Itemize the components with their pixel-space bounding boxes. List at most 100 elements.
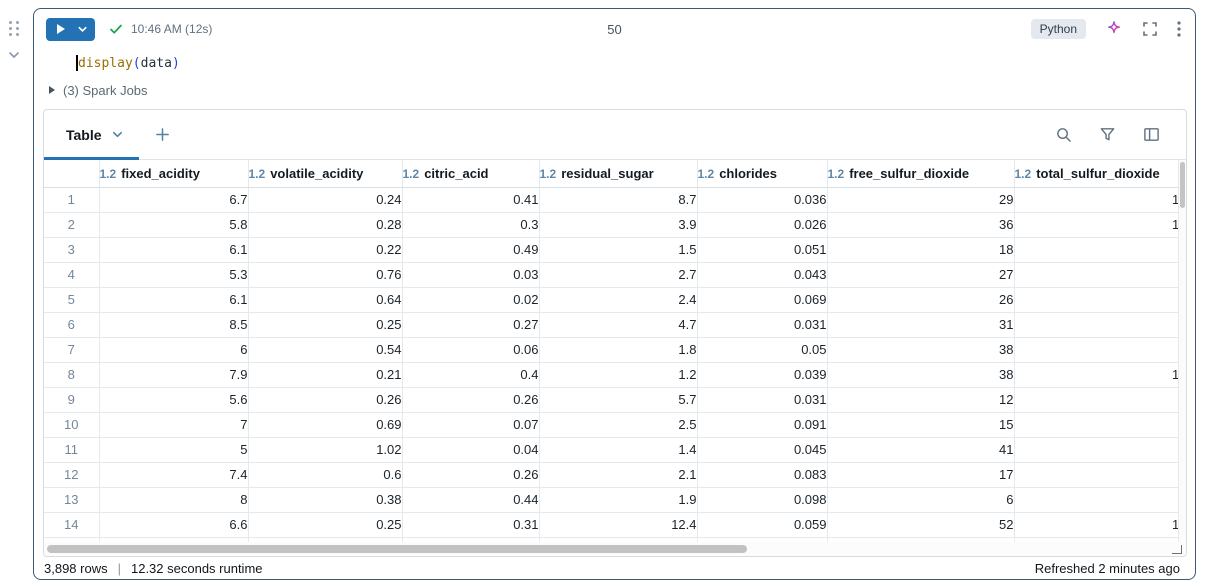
row-index: 9: [44, 387, 100, 413]
code-argument-token: data: [140, 55, 172, 71]
column-label: chlorides: [719, 165, 777, 181]
table-cell: 3.9: [538, 212, 698, 238]
row-index: 1: [44, 187, 100, 213]
table-cell: 1: [1013, 487, 1186, 513]
horizontal-scrollbar[interactable]: [44, 542, 1186, 556]
table-cell: 0.49: [401, 237, 540, 263]
row-index: 8: [44, 362, 100, 388]
table-cell: 0.045: [696, 437, 828, 463]
table-cell: 12: [826, 387, 1015, 413]
table-cell: 0.26: [401, 462, 540, 488]
columns-panel-icon[interactable]: [1143, 126, 1160, 143]
table-cell: 0.64: [247, 287, 403, 313]
table-cell: 2.5: [538, 412, 698, 438]
table-cell: 0.043: [696, 262, 828, 288]
table-cell: 0.031: [696, 387, 828, 413]
row-index: 2: [44, 212, 100, 238]
resize-handle[interactable]: [1172, 545, 1182, 554]
cell-collapse-chevron-icon[interactable]: [7, 48, 21, 62]
active-tab-indicator: [44, 157, 139, 160]
column-header-citric_acid[interactable]: 1.2 citric_acid: [401, 160, 540, 188]
table-cell: 8: [1013, 337, 1186, 363]
table-cell: 0.04: [401, 437, 540, 463]
table-cell: 1.8: [538, 337, 698, 363]
column-label: total_sulfur_dioxide: [1036, 165, 1160, 181]
table-cell: 0.051: [696, 237, 828, 263]
row-index: 10: [44, 412, 100, 438]
horizontal-scroll-thumb[interactable]: [47, 545, 747, 553]
results-panel: Table: [43, 109, 1187, 557]
vertical-scroll-thumb[interactable]: [1180, 162, 1185, 208]
assistant-sparkle-icon[interactable]: [1105, 20, 1123, 38]
table-row: 95.60.260.265.70.031128: [44, 387, 1186, 413]
add-visualization-button[interactable]: [155, 127, 170, 142]
table-cell: 6.1: [98, 237, 249, 263]
table-cell: 2.7: [538, 262, 698, 288]
text-cursor: [76, 55, 78, 71]
expand-fullscreen-icon[interactable]: [1142, 21, 1158, 37]
table-cell: 0.24: [247, 187, 403, 213]
filter-icon[interactable]: [1099, 126, 1116, 143]
column-header-chlorides[interactable]: 1.2 chlorides: [696, 160, 828, 188]
cell-number: 50: [607, 21, 622, 37]
runtime-label: 12.32 seconds runtime: [130, 560, 263, 576]
table-cell: 0.07: [401, 412, 540, 438]
run-button[interactable]: [46, 17, 95, 41]
column-header-volatile_acidity[interactable]: 1.2 volatile_acidity: [247, 160, 403, 188]
code-paren-open: (: [132, 55, 141, 71]
table-cell: 0.31: [401, 512, 540, 538]
table-cell: 0.036: [696, 187, 828, 213]
cell-drag-handle-icon[interactable]: [9, 21, 19, 36]
table-cell: 0.76: [247, 262, 403, 288]
results-table: 1.2 fixed_acidity 1.2 volatile_acidity 1.2 ci…: [44, 160, 1186, 542]
refreshed-label: Refreshed 2 minutes ago: [1034, 560, 1180, 576]
table-cell: 2.1: [538, 462, 698, 488]
code-editor[interactable]: display(data): [34, 49, 1195, 77]
vertical-scrollbar[interactable]: [1178, 160, 1186, 542]
column-label: free_sulfur_dioxide: [849, 165, 970, 181]
table-cell: 15: [826, 412, 1015, 438]
table-cell: 10: [1013, 362, 1186, 388]
table-cell: 5: [98, 437, 249, 463]
results-status-bar: 3,898 rows | 12.32 seconds runtime Refre…: [34, 557, 1195, 579]
row-index: 3: [44, 237, 100, 263]
table-cell: 36: [826, 212, 1015, 238]
table-cell: 18: [826, 237, 1015, 263]
numeric-type-icon: 1.2: [539, 166, 557, 181]
column-header-fixed_acidity[interactable]: 1.2 fixed_acidity: [98, 160, 249, 188]
spark-jobs-label: (3) Spark Jobs: [63, 82, 148, 98]
search-icon[interactable]: [1055, 126, 1072, 143]
column-label: residual_sugar: [561, 165, 654, 181]
kebab-menu-icon[interactable]: [1177, 21, 1181, 37]
table-cell: 12.4: [538, 512, 698, 538]
column-header-free_sulfur_dioxide[interactable]: 1.2 free_sulfur_dioxide: [826, 160, 1015, 188]
table-cell: 0.26: [247, 387, 403, 413]
table-row: 25.80.280.33.90.0263610: [44, 212, 1186, 238]
table-cell: 0.41: [401, 187, 540, 213]
table-cell: 2: [1013, 412, 1186, 438]
numeric-type-icon: 1.2: [402, 166, 420, 181]
numeric-type-icon: 1.2: [99, 166, 117, 181]
table-cell: 1.5: [538, 237, 698, 263]
run-options-chevron-icon[interactable]: [72, 24, 88, 35]
column-header-total_sulfur_dioxide[interactable]: 1.2 total_sulfur_dioxide: [1013, 160, 1186, 188]
language-selector[interactable]: Python: [1030, 19, 1086, 39]
row-index: 4: [44, 262, 100, 288]
table-cell: 1.4: [538, 437, 698, 463]
table-cell: 6.7: [98, 187, 249, 213]
code-paren-close: ): [171, 55, 180, 71]
table-cell: 9: [1013, 462, 1186, 488]
tab-table[interactable]: Table: [44, 110, 139, 160]
table-cell: 29: [826, 187, 1015, 213]
table-cell: 41: [826, 437, 1015, 463]
table-cell: 0.05: [696, 337, 828, 363]
spark-jobs-toggle[interactable]: (3) Spark Jobs: [34, 77, 1195, 103]
table-cell: 8.5: [98, 312, 249, 338]
tab-chevron-icon[interactable]: [111, 128, 124, 141]
tab-table-label: Table: [66, 126, 102, 143]
column-header-residual_sugar[interactable]: 1.2 residual_sugar: [538, 160, 698, 188]
table-cell: 1.02: [247, 437, 403, 463]
